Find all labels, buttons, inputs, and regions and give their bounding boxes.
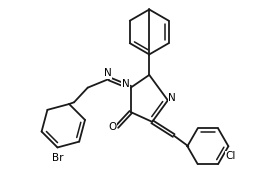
Text: N: N: [104, 68, 112, 78]
Text: O: O: [108, 122, 116, 132]
Text: Cl: Cl: [225, 151, 235, 161]
Text: N: N: [168, 93, 176, 103]
Text: Br: Br: [52, 153, 63, 163]
Text: N: N: [122, 79, 130, 89]
